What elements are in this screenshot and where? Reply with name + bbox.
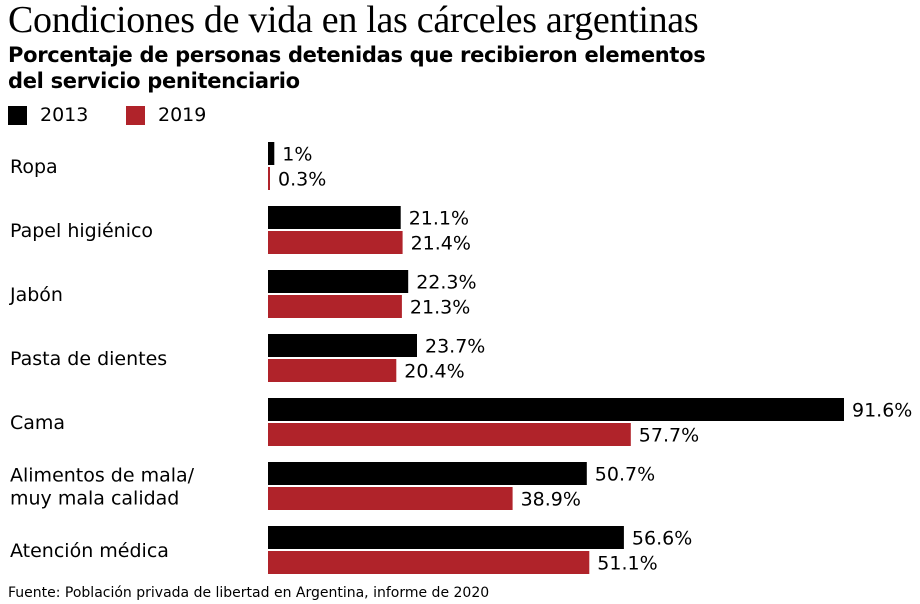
data-label: 38.9% xyxy=(521,489,581,511)
data-label: 0.3% xyxy=(278,169,326,191)
subtitle-line: del servicio penitenciario xyxy=(8,69,300,93)
bar-2013 xyxy=(268,206,401,229)
data-label: 21.3% xyxy=(410,297,470,319)
chart-subtitle: Porcentaje de personas detenidas que rec… xyxy=(8,42,706,94)
category-label: Jabón xyxy=(9,284,63,306)
bar-2013 xyxy=(268,270,409,293)
bar-chart: Ropa 1% 0.3% Papel higiénico 21.1% 21.4% Jabón… xyxy=(9,142,912,575)
bar-2013 xyxy=(268,334,417,357)
bar-2019 xyxy=(268,167,270,190)
bar-2019 xyxy=(268,551,590,574)
category-label: Ropa xyxy=(10,156,58,178)
data-label: 50.7% xyxy=(595,464,655,486)
category-label: Cama xyxy=(10,412,65,434)
data-label: 21.4% xyxy=(411,233,471,255)
data-label: 20.4% xyxy=(404,361,464,383)
bar-2019 xyxy=(268,231,403,254)
data-label: 21.1% xyxy=(409,208,469,230)
data-label: 1% xyxy=(282,144,312,166)
bar-2013 xyxy=(268,142,275,165)
bar-2013 xyxy=(268,462,587,485)
category-label: Pasta de dientes xyxy=(10,348,167,370)
category-label: muy mala calidad xyxy=(10,488,179,510)
source-note: Fuente: Población privada de libertad en… xyxy=(8,585,490,601)
data-label: 22.3% xyxy=(416,272,476,294)
bar-2019 xyxy=(268,423,631,446)
data-label: 51.1% xyxy=(597,553,657,575)
category-label: Papel higiénico xyxy=(10,220,153,242)
bar-2013 xyxy=(268,526,624,549)
legend-label-2013: 2013 xyxy=(40,104,89,126)
subtitle-line: Porcentaje de personas detenidas que rec… xyxy=(8,43,706,67)
category-label: Atención médica xyxy=(10,540,169,562)
legend-swatch-2019 xyxy=(126,106,145,125)
bar-2019 xyxy=(268,359,397,382)
data-label: 23.7% xyxy=(425,336,485,358)
bar-2013 xyxy=(268,398,844,421)
bar-2019 xyxy=(268,487,513,510)
category-label: Alimentos de mala/ xyxy=(10,465,195,487)
legend-label-2019: 2019 xyxy=(158,104,207,126)
chart-title: Condiciones de vida en las cárceles arge… xyxy=(8,0,699,41)
data-label: 91.6% xyxy=(852,400,912,422)
legend-swatch-2013 xyxy=(8,106,27,125)
data-label: 57.7% xyxy=(639,425,699,447)
bar-2019 xyxy=(268,295,402,318)
data-label: 56.6% xyxy=(632,528,692,550)
